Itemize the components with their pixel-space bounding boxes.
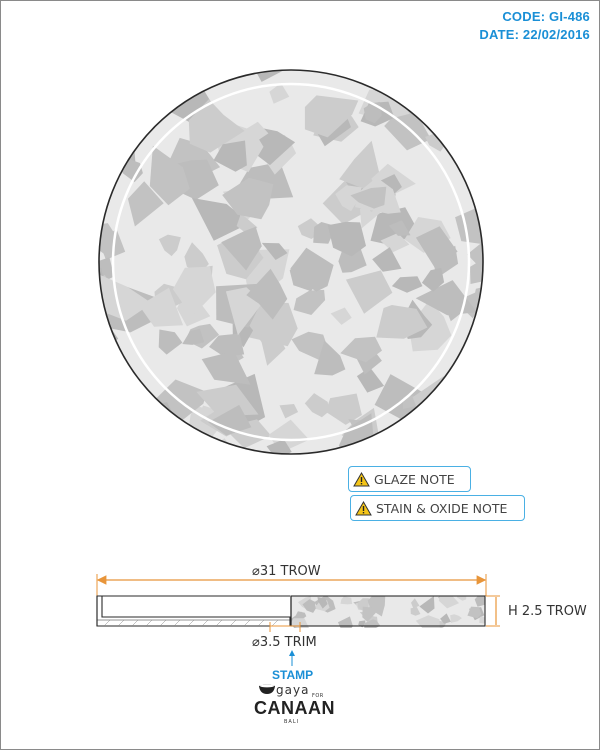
glaze-chip [340, 336, 382, 363]
logo-sub-text: BALI [284, 719, 300, 725]
diameter-label: ⌀31 TROW [252, 564, 321, 579]
glaze-chip [261, 242, 288, 260]
glaze-chip [172, 266, 216, 317]
glaze-chip [474, 596, 485, 607]
glaze-chip [149, 145, 190, 206]
trim-label: ⌀3.5 TRIM [252, 635, 317, 650]
glaze-chip [246, 268, 288, 320]
glaze-chip [450, 614, 462, 623]
glaze-chip [415, 615, 440, 628]
glaze-chip [374, 374, 424, 421]
glaze-chip [182, 328, 205, 345]
height-label: H 2.5 TROW [508, 604, 587, 619]
side-glaze-pattern [291, 596, 485, 628]
glaze-chip [467, 240, 483, 270]
glaze-chip [457, 596, 467, 601]
logo-brand-text: CANAAN [254, 698, 335, 718]
glaze-chip [266, 439, 292, 454]
stamp-label: STAMP [272, 668, 314, 682]
glaze-chip [184, 242, 209, 275]
stain-oxide-note-button[interactable]: STAIN & OXIDE NOTE [350, 495, 525, 521]
glaze-chip [467, 606, 482, 619]
speckle-glaze-pattern [99, 70, 483, 454]
glaze-chip [290, 247, 334, 292]
gaya-canaan-logo: gaya FOR CANAAN BALI [252, 683, 335, 729]
glaze-chip [325, 393, 362, 425]
drawing-date: DATE: 22/02/2016 [479, 27, 590, 42]
glaze-note-label: GLAZE NOTE [374, 471, 455, 487]
glaze-chip [391, 276, 423, 293]
glaze-chip [254, 331, 286, 366]
glaze-chip [302, 599, 316, 613]
section-hatch [103, 619, 279, 627]
stain-oxide-note-label: STAIN & OXIDE NOTE [376, 500, 508, 516]
warning-icon [355, 500, 372, 515]
glaze-chip [356, 367, 385, 393]
glaze-chip [139, 287, 184, 327]
glaze-chip [367, 596, 381, 611]
glaze-chip [304, 393, 329, 418]
glaze-chip [221, 226, 262, 271]
glaze-chip [245, 121, 269, 149]
glaze-chip [188, 99, 245, 153]
glaze-chip [338, 616, 353, 628]
glaze-chip [127, 181, 164, 227]
glaze-chip [213, 140, 247, 172]
glaze-chip [222, 177, 274, 220]
glaze-chip [372, 247, 402, 272]
glaze-chip [191, 197, 251, 241]
glaze-chip [376, 305, 428, 339]
glaze-chip [99, 223, 115, 255]
glaze-chip [327, 221, 366, 257]
logo-for-text: FOR [312, 693, 324, 699]
glaze-chip [350, 186, 387, 209]
glaze-chip [330, 307, 352, 325]
glaze-chip [410, 607, 421, 616]
glaze-chip [440, 613, 451, 624]
plate-top-view [98, 69, 484, 455]
glaze-chip [345, 270, 393, 314]
glaze-note-button[interactable]: GLAZE NOTE [348, 466, 471, 492]
glaze-chip [293, 289, 326, 315]
glaze-chip [479, 616, 485, 624]
glaze-chip [438, 596, 459, 609]
glaze-chip [340, 596, 353, 605]
logo-gaya-text: gaya [276, 683, 310, 697]
glaze-chip [208, 404, 252, 436]
warning-icon [353, 471, 370, 486]
glaze-chip [428, 110, 452, 133]
section-profile [96, 595, 291, 627]
glaze-chip [362, 606, 377, 622]
glaze-chip [317, 597, 328, 609]
glaze-chip [201, 351, 251, 385]
glaze-chip [279, 404, 299, 419]
glaze-chip [415, 226, 458, 268]
glaze-chip [291, 331, 327, 361]
glaze-chip [419, 596, 435, 614]
glaze-chip [158, 234, 181, 257]
glaze-chip [209, 333, 245, 357]
glaze-chip [304, 95, 359, 138]
glaze-chip [388, 220, 411, 236]
glaze-chip [411, 598, 420, 609]
product-code: CODE: GI-486 [502, 9, 590, 24]
glaze-chip [249, 70, 285, 82]
glaze-chip [269, 83, 290, 104]
glaze-chip [421, 267, 445, 292]
glaze-chip [335, 185, 362, 212]
plate-section-view [96, 574, 500, 666]
glaze-chip [380, 233, 410, 253]
glaze-chip [158, 329, 183, 355]
glaze-chip [470, 260, 483, 284]
glaze-chip [415, 280, 477, 316]
glaze-chip [338, 413, 375, 454]
glaze-chip [314, 340, 346, 376]
glaze-chip [242, 302, 298, 347]
bowl-icon [259, 684, 275, 694]
glaze-chip [196, 384, 259, 417]
